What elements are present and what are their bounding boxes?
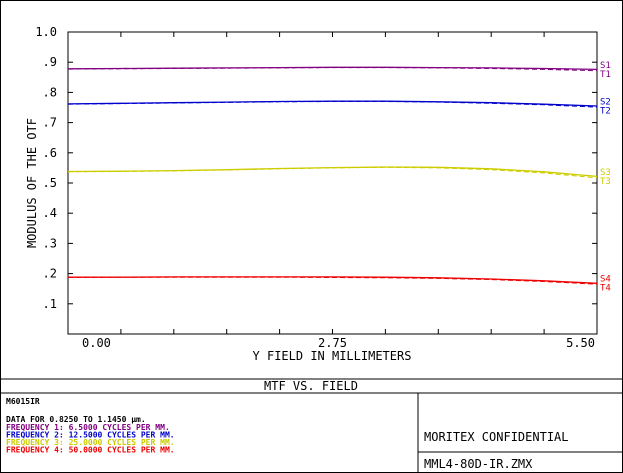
mtf-curves <box>67 66 598 285</box>
legend-label-s2: S2 <box>600 98 611 108</box>
legend-label-t4: T4 <box>600 284 611 294</box>
mtf-curve-t4 <box>67 276 598 285</box>
lens-name: M6015IR <box>6 397 40 406</box>
legend-label-s4: S4 <box>600 275 611 285</box>
file-name: MML4-80D-IR.ZMX <box>424 457 533 471</box>
frequency-line: FREQUENCY 1: 6.5000 CYCLES PER MM. <box>6 423 170 432</box>
y-axis-label: MODULUS OF THE OTF <box>25 118 39 248</box>
y-tick-label: .3 <box>43 236 57 250</box>
x-tick-labels: 0.00 2.75 5.50 <box>82 336 595 350</box>
data-range: DATA FOR 0.8250 TO 1.1450 µm. <box>6 415 146 424</box>
y-tick-label: 1.0 <box>35 25 57 39</box>
y-tick-label: .4 <box>43 206 57 220</box>
x-tick-label: 5.50 <box>566 336 595 350</box>
frequency-line: FREQUENCY 4: 50.0000 CYCLES PER MM. <box>6 446 175 455</box>
x-tick-label: 2.75 <box>318 336 347 350</box>
y-tick-label: .6 <box>43 146 57 160</box>
y-tick-label: .2 <box>43 267 57 281</box>
mtf-curve-t2 <box>67 101 598 108</box>
axis-ticks <box>68 31 597 334</box>
legend-label-t3: T3 <box>600 177 611 187</box>
y-tick-label: .1 <box>43 297 57 311</box>
mtf-curve-t1 <box>67 67 598 72</box>
y-tick-label: .9 <box>43 55 57 69</box>
legend-label-t2: T2 <box>600 107 611 117</box>
x-axis-label: Y FIELD IN MILLIMETERS <box>253 349 412 363</box>
y-tick-labels: .1 .2 .3 .4 .5 .6 .7 .8 .9 1.0 <box>35 25 57 311</box>
y-tick-label: .8 <box>43 85 57 99</box>
x-tick-label: 0.00 <box>82 336 111 350</box>
legend-label-t1: T1 <box>600 70 611 80</box>
frequency-line: FREQUENCY 2: 12.5000 CYCLES PER MM. <box>6 431 175 440</box>
company-label: MORITEX CONFIDENTIAL <box>424 430 569 444</box>
legend-label-s3: S3 <box>600 168 611 178</box>
y-tick-label: .7 <box>43 116 57 130</box>
chart-title: MTF VS. FIELD <box>264 379 358 393</box>
legend-label-s1: S1 <box>600 61 611 71</box>
frequency-line: FREQUENCY 3: 25.0000 CYCLES PER MM. <box>6 438 175 447</box>
y-tick-label: .5 <box>43 176 57 190</box>
frequency-list: FREQUENCY 1: 6.5000 CYCLES PER MM.FREQUE… <box>6 423 175 455</box>
mtf-curve-t3 <box>67 166 598 179</box>
